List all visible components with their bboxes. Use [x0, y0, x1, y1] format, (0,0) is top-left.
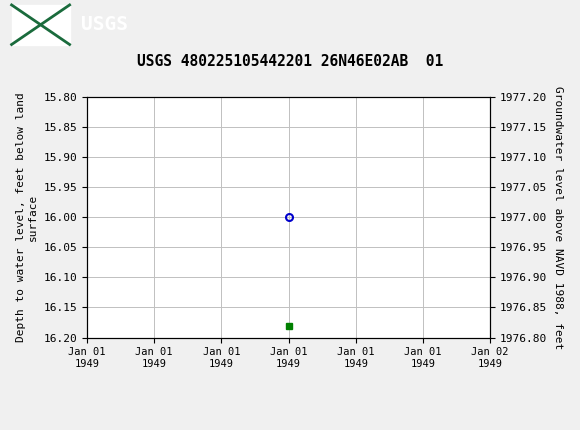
Text: USGS 480225105442201 26N46E02AB  01: USGS 480225105442201 26N46E02AB 01	[137, 54, 443, 69]
Y-axis label: Depth to water level, feet below land
surface: Depth to water level, feet below land su…	[16, 92, 38, 342]
Bar	[12, 5, 70, 45]
Y-axis label: Groundwater level above NAVD 1988, feet: Groundwater level above NAVD 1988, feet	[553, 86, 563, 349]
Text: USGS: USGS	[81, 15, 128, 34]
